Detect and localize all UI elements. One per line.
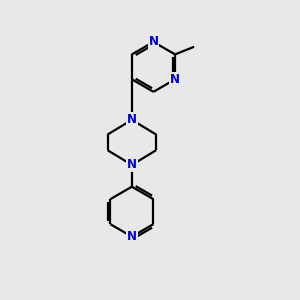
Text: N: N: [127, 158, 137, 171]
Text: N: N: [127, 113, 137, 126]
Text: N: N: [170, 73, 180, 86]
Text: N: N: [148, 35, 158, 48]
Text: N: N: [127, 230, 137, 243]
